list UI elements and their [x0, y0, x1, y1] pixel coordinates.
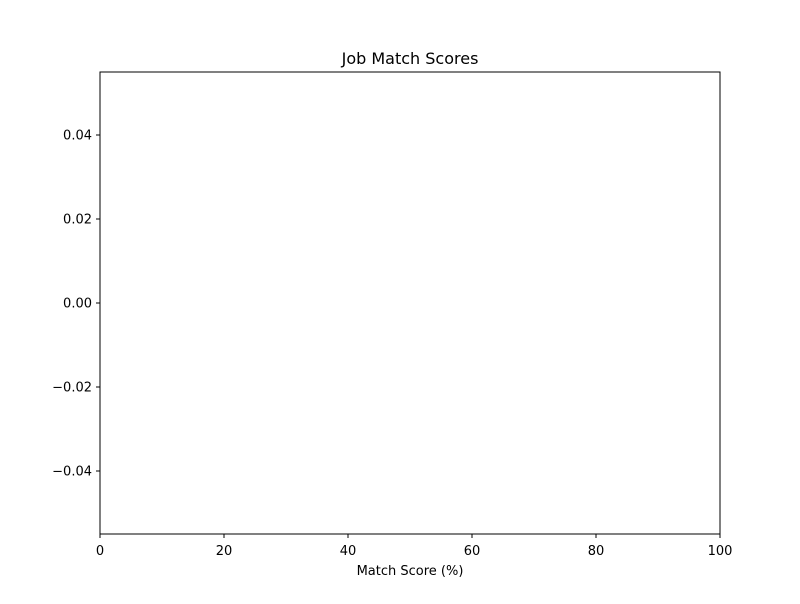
y-tick-label: 0.00: [63, 297, 92, 312]
y-tick-label: 0.04: [63, 129, 92, 144]
plot-frame: [99, 71, 721, 535]
plot-area: [100, 72, 720, 534]
x-tick-label: 0: [96, 544, 104, 559]
x-tick-label: 20: [216, 544, 233, 559]
x-axis-ticks: 0 20 40 60 80 100: [96, 534, 733, 559]
x-tick-label: 60: [464, 544, 481, 559]
x-tick-label: 40: [340, 544, 357, 559]
chart-title: Job Match Scores: [341, 49, 479, 68]
x-tick-label: 80: [588, 544, 605, 559]
y-axis-ticks: −0.04 −0.02 0.00 0.02 0.04: [52, 129, 100, 480]
y-tick-label: −0.02: [52, 381, 92, 396]
x-axis-label: Match Score (%): [357, 564, 464, 579]
x-tick-label: 100: [708, 544, 733, 559]
y-tick-label: 0.02: [63, 213, 92, 228]
y-tick-label: −0.04: [52, 465, 92, 480]
